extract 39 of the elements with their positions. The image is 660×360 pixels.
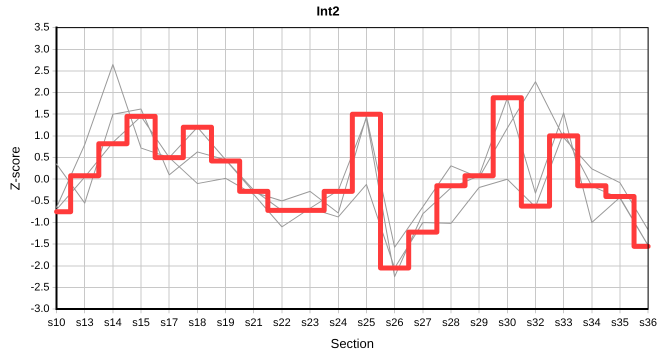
x-tick-label: s27 (414, 316, 432, 329)
y-tick-label: -2.5 (30, 282, 50, 294)
y-tick-label: 0.0 (34, 173, 50, 186)
x-tick-label: s33 (554, 316, 572, 329)
x-tick-label: s34 (582, 316, 601, 329)
x-tick-label: s22 (273, 316, 291, 329)
y-axis-title: Z-score (7, 146, 22, 190)
y-tick-label: -0.5 (30, 194, 50, 207)
y-tick-label: 2.0 (34, 86, 50, 99)
y-tick-label: -2.0 (30, 260, 50, 272)
y-tick-label: 1.5 (34, 108, 50, 120)
y-tick-label: 1.0 (34, 130, 50, 142)
x-tick-label: s32 (526, 316, 544, 329)
x-tick-label: s18 (188, 316, 206, 329)
x-tick-label: s17 (160, 316, 178, 329)
x-tick-label: s35 (611, 316, 629, 329)
x-tick-label: s15 (132, 316, 150, 329)
x-axis-title: Section (330, 336, 374, 351)
x-tick-label: s21 (244, 316, 263, 329)
x-tick-label: s23 (301, 316, 319, 329)
x-tick-label: s10 (48, 316, 66, 329)
y-tick-label: 0.5 (34, 152, 50, 164)
x-tick-label: s13 (76, 316, 94, 329)
x-tick-label: s25 (358, 316, 376, 329)
x-tick-label: s19 (216, 316, 234, 329)
y-tick-label: -1.0 (30, 216, 50, 229)
y-tick-label: 3.0 (34, 43, 50, 56)
chart-title: Int2 (316, 3, 340, 18)
x-tick-label: s24 (329, 316, 348, 329)
x-tick-label: s30 (498, 316, 516, 329)
x-tick-label: s14 (104, 316, 122, 329)
x-tick-label: s26 (386, 316, 404, 329)
y-tick-label: 2.5 (34, 64, 50, 77)
y-tick-label: -3.0 (30, 303, 50, 316)
x-tick-label: s29 (470, 316, 488, 329)
x-tick-label: s36 (639, 316, 658, 329)
y-tick-label: 3.5 (34, 22, 50, 34)
x-tick-label: s28 (442, 316, 460, 329)
y-tick-label: -1.5 (30, 238, 50, 250)
